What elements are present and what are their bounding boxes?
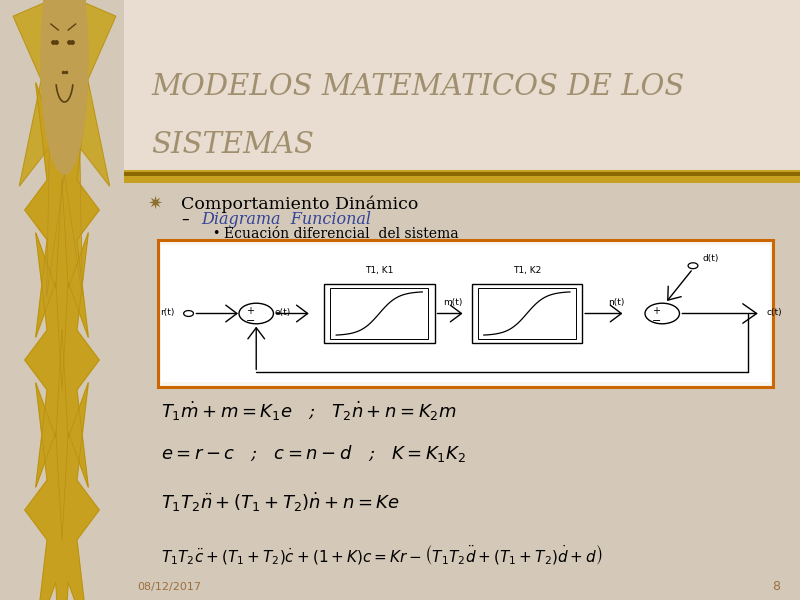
Bar [124,170,800,183]
Text: SISTEMAS: SISTEMAS [151,131,314,159]
Bar [471,284,582,343]
Text: m(t): m(t) [443,298,462,307]
Text: ✷: ✷ [148,195,162,213]
Text: 08/12/2017: 08/12/2017 [138,582,202,592]
Polygon shape [13,0,116,297]
Polygon shape [25,330,99,600]
Text: r(t): r(t) [160,308,174,317]
Polygon shape [25,180,99,540]
Bar [124,0,800,183]
Text: Ecuación diferencial  del sistema: Ecuación diferencial del sistema [224,227,458,241]
Text: e(t): e(t) [325,298,342,307]
Text: Comportamiento Dinámico: Comportamiento Dinámico [182,195,419,213]
Text: 8: 8 [772,580,780,593]
Text: –: – [182,211,189,226]
Text: $T_1T_2\ddot{n}+(T_1+T_2)\dot{n}+n=Ke$: $T_1T_2\ddot{n}+(T_1+T_2)\dot{n}+n=Ke$ [161,491,400,514]
Bar [324,284,434,343]
Bar [158,240,773,387]
Text: +: + [652,305,660,316]
Bar [124,172,800,176]
Text: −: − [651,316,661,326]
Bar [330,288,429,339]
Text: T1, K2: T1, K2 [513,266,541,275]
Text: MODELOS MATEMATICOS DE LOS: MODELOS MATEMATICOS DE LOS [151,73,685,101]
Circle shape [41,0,88,174]
Text: c(t): c(t) [767,308,782,317]
Text: $T_1T_2\ddot{c}+(T_1+T_2)\dot{c}+(1+K)c=Kr-\left(T_1T_2\ddot{d}+(T_1+T_2)\dot{d}: $T_1T_2\ddot{c}+(T_1+T_2)\dot{c}+(1+K)c=… [161,543,602,567]
Polygon shape [25,30,99,390]
Text: $T_1\dot{m}+m=K_1e$   ;   $T_2\dot{n}+n=K_2m$: $T_1\dot{m}+m=K_1e$ ; $T_2\dot{n}+n=K_2m… [161,400,457,422]
Bar [161,245,770,382]
Text: e(t): e(t) [274,308,291,317]
Bar [478,288,576,339]
Text: $e=r-c$   ;   $c=n-d$   ;   $K=K_1K_2$: $e=r-c$ ; $c=n-d$ ; $K=K_1K_2$ [161,443,466,463]
Text: Diagrama  Funcional: Diagrama Funcional [202,211,372,227]
Text: d(t): d(t) [702,254,718,263]
Text: T1, K1: T1, K1 [365,266,394,275]
Text: •: • [212,227,219,241]
Text: −: − [246,316,254,326]
Text: +: + [246,305,254,316]
Text: n(t): n(t) [608,298,624,307]
